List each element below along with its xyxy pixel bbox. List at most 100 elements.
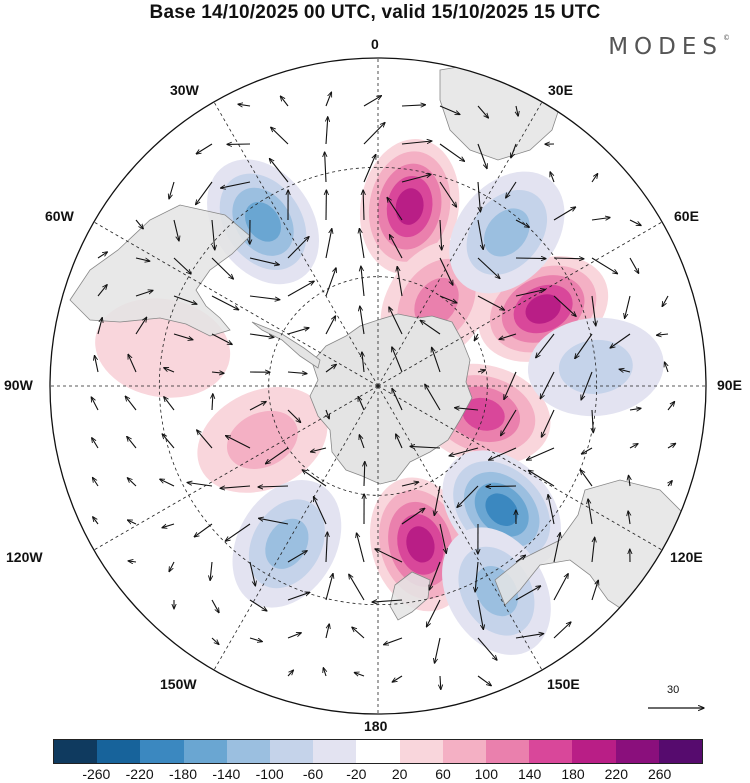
wind-arrow <box>667 443 676 449</box>
wind-arrow <box>553 533 560 563</box>
wind-arrow <box>352 627 365 639</box>
wind-arrow <box>477 637 497 660</box>
wind-arrow <box>475 561 479 592</box>
wind-arrow <box>668 481 672 487</box>
wind-arrow <box>221 181 251 188</box>
wind-arrow <box>287 670 293 677</box>
wind-arrow <box>591 580 598 601</box>
map-outline <box>49 57 707 715</box>
wind-arrow <box>287 551 307 563</box>
wind-arrow <box>97 318 102 335</box>
wind-arrow <box>325 316 336 335</box>
lon-label-60w: 60W <box>45 208 74 224</box>
colorbar-tick-label: 100 <box>474 766 499 782</box>
wind-arrow <box>287 409 301 423</box>
wind-arrow <box>619 369 631 372</box>
wind-arrow <box>194 523 213 537</box>
wind-arrow <box>628 511 630 525</box>
wind-arrow <box>211 372 224 373</box>
colorbar-swatch <box>486 740 530 763</box>
colorbar-swatch <box>226 740 271 763</box>
wind-arrow <box>211 599 219 613</box>
antarctic-peninsula <box>251 321 321 369</box>
wind-arrow <box>135 290 153 297</box>
wind-arrow <box>477 599 483 630</box>
colorbar-swatch <box>399 740 443 763</box>
wind-arrow <box>515 586 541 601</box>
colorbar-swatch <box>313 740 357 763</box>
wind-arrow <box>477 219 483 250</box>
colorbar-swatch <box>658 740 703 763</box>
wind-arrow <box>629 219 641 226</box>
positive-anomaly-contour <box>462 397 505 431</box>
wind-arrow <box>357 533 365 563</box>
colorbar-tick-label: -20 <box>346 766 367 782</box>
wind-arrow <box>662 295 669 307</box>
wind-arrow <box>432 347 441 373</box>
wind-arrow <box>387 197 403 221</box>
wind-arrow <box>591 537 595 563</box>
wind-arrow <box>173 295 197 304</box>
wind-arrow <box>92 438 99 449</box>
lon-label-120w: 120W <box>6 549 43 565</box>
wind-arrow <box>515 258 546 259</box>
wind-arrow <box>665 362 669 373</box>
wind-arrow <box>401 482 419 487</box>
wind-arrow <box>439 257 453 285</box>
positive-anomaly-contour <box>395 188 424 225</box>
wind-arrow <box>196 143 213 154</box>
lon-label-90e: 90E <box>717 377 742 393</box>
wind-arrow <box>515 290 545 297</box>
wind-arrow <box>363 123 385 145</box>
wind-arrow <box>211 219 215 250</box>
wind-arrow <box>384 637 403 645</box>
wind-arrow <box>310 447 327 452</box>
wind-arrow <box>363 96 381 107</box>
wind-arrow <box>160 479 175 487</box>
anomaly-field <box>95 139 664 655</box>
wind-arrow <box>504 371 517 400</box>
wind-arrow <box>326 532 327 563</box>
wind-arrow <box>392 675 403 682</box>
wind-arrow <box>97 285 107 297</box>
wind-arrow <box>553 574 568 601</box>
lon-label-120e: 120E <box>670 549 703 565</box>
wind-arrow <box>449 447 479 456</box>
wind-arrow <box>667 402 675 411</box>
wind-arrow <box>323 668 326 677</box>
reference-vector-label: 30 <box>667 684 680 696</box>
wind-arrow <box>363 190 364 221</box>
wind-arrow <box>226 436 251 449</box>
wind-arrow <box>97 252 107 259</box>
wind-arrow <box>169 181 175 199</box>
brand-logo: MODES© <box>608 34 730 60</box>
lon-label-180: 180 <box>364 718 388 734</box>
wind-arrow <box>164 397 175 411</box>
brand-mark: © <box>723 34 730 42</box>
meridian-line <box>377 385 543 671</box>
wind-arrow <box>220 486 251 488</box>
lon-label-60e: 60E <box>674 208 699 224</box>
wind-arrow <box>349 574 365 601</box>
colorbar-swatch <box>54 740 98 763</box>
wind-arrow <box>258 486 289 487</box>
colorbar-swatch <box>140 740 184 763</box>
wind-arrow <box>266 447 289 464</box>
wind-arrow <box>173 219 179 241</box>
wind-arrow <box>287 281 314 297</box>
wind-arrow <box>515 219 529 227</box>
wind-arrow <box>164 368 175 373</box>
wind-arrow <box>249 599 267 611</box>
wind-arrow <box>325 92 331 107</box>
wind-arrow <box>287 328 309 335</box>
wind-arrow <box>435 637 441 663</box>
wind-arrow <box>364 462 365 487</box>
wind-arrow <box>499 333 517 339</box>
wind-arrow <box>169 561 175 572</box>
wind-arrow <box>287 237 309 259</box>
colorbar-tick-label: 260 <box>647 766 672 782</box>
wind-arrow <box>93 517 99 525</box>
colorbar <box>53 739 703 764</box>
wind-arrow <box>325 574 333 601</box>
wind-arrow <box>477 257 500 279</box>
